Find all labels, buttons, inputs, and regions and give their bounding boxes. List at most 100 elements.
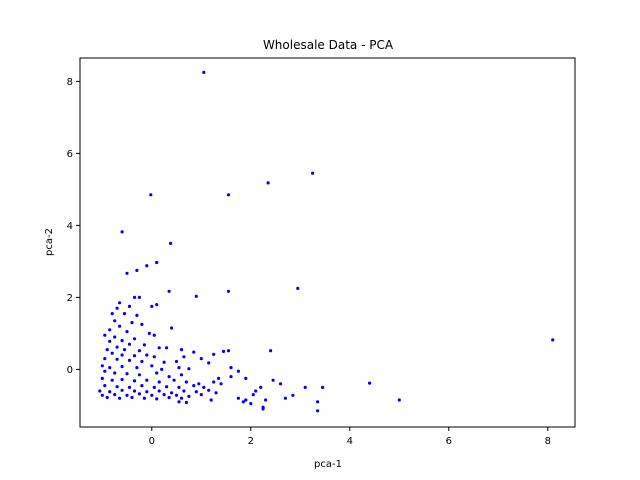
data-point xyxy=(135,313,139,317)
data-point xyxy=(115,385,119,389)
data-point xyxy=(157,346,161,350)
data-point xyxy=(184,380,188,384)
data-point xyxy=(194,294,198,298)
data-point xyxy=(155,397,159,401)
data-point xyxy=(122,312,127,316)
data-point xyxy=(316,400,320,404)
data-point xyxy=(137,349,141,353)
x-tick-label: 2 xyxy=(248,436,254,447)
data-point xyxy=(157,389,161,393)
data-point xyxy=(130,395,134,400)
data-point xyxy=(132,379,137,383)
data-point xyxy=(251,393,255,397)
data-point xyxy=(103,357,107,361)
data-point xyxy=(127,342,132,346)
data-point xyxy=(254,389,258,393)
data-point xyxy=(132,295,137,299)
data-point xyxy=(118,396,122,400)
data-point xyxy=(145,353,149,357)
data-point xyxy=(303,385,307,389)
x-tick-label: 6 xyxy=(446,436,452,447)
data-point xyxy=(142,396,146,400)
data-point xyxy=(244,376,248,380)
data-point xyxy=(100,393,104,397)
data-point xyxy=(137,295,141,299)
data-point xyxy=(147,331,151,335)
data-point xyxy=(241,400,245,404)
y-tick-label: 0 xyxy=(67,365,73,376)
data-point xyxy=(202,70,206,74)
data-point xyxy=(368,381,372,385)
data-point xyxy=(150,393,154,397)
data-point xyxy=(120,353,124,357)
data-point xyxy=(177,366,181,370)
data-point xyxy=(271,378,275,382)
data-point xyxy=(150,364,154,368)
data-point xyxy=(115,357,119,361)
x-tick-label: 4 xyxy=(347,436,353,447)
data-point xyxy=(157,380,161,384)
y-tick-label: 2 xyxy=(67,293,73,304)
data-point xyxy=(199,357,203,361)
y-tick-label: 8 xyxy=(67,77,73,88)
data-point xyxy=(127,358,132,362)
data-point xyxy=(212,380,216,384)
data-point xyxy=(167,375,171,379)
data-point xyxy=(145,390,149,394)
data-point xyxy=(110,378,114,382)
data-point xyxy=(132,354,137,358)
data-point xyxy=(229,375,233,379)
data-point xyxy=(120,339,124,343)
data-point xyxy=(162,393,166,397)
data-point xyxy=(264,398,268,402)
x-axis-ticks: 0 2 4 6 8 xyxy=(149,427,551,447)
data-point xyxy=(229,366,233,370)
data-point xyxy=(261,407,265,411)
data-point xyxy=(105,395,109,400)
data-point xyxy=(113,371,117,375)
data-point xyxy=(236,369,240,373)
data-point xyxy=(145,264,149,268)
data-point xyxy=(187,367,191,371)
data-point xyxy=(120,230,124,234)
data-point xyxy=(105,348,109,352)
data-point xyxy=(108,339,112,343)
data-point xyxy=(214,391,218,395)
data-point xyxy=(259,385,263,389)
data-point xyxy=(167,395,171,400)
data-point xyxy=(103,333,107,337)
data-point xyxy=(120,377,124,382)
data-point xyxy=(152,333,156,337)
data-point xyxy=(118,301,122,305)
data-point xyxy=(182,389,186,393)
data-point xyxy=(177,385,181,389)
data-point xyxy=(174,359,179,364)
data-point xyxy=(137,373,141,377)
data-point xyxy=(296,286,300,290)
data-point xyxy=(217,376,221,380)
data-point xyxy=(172,378,176,382)
data-point xyxy=(244,398,248,402)
data-point xyxy=(125,393,129,397)
data-point xyxy=(212,352,216,356)
data-point xyxy=(125,271,129,275)
data-point xyxy=(197,382,201,386)
data-point xyxy=(397,398,401,402)
data-point xyxy=(115,345,119,349)
plot-frame xyxy=(79,57,576,428)
data-point xyxy=(113,319,117,323)
data-point xyxy=(169,241,173,245)
data-point xyxy=(152,385,156,389)
data-point xyxy=(249,402,253,406)
data-point xyxy=(209,398,213,402)
data-point xyxy=(278,382,283,386)
data-point xyxy=(108,366,112,370)
data-point xyxy=(170,391,174,395)
data-point xyxy=(100,376,104,380)
data-point xyxy=(155,371,159,375)
data-point xyxy=(311,171,315,175)
data-point xyxy=(179,373,184,377)
data-point xyxy=(207,361,211,365)
data-point xyxy=(226,193,231,197)
y-tick-label: 6 xyxy=(67,149,73,160)
